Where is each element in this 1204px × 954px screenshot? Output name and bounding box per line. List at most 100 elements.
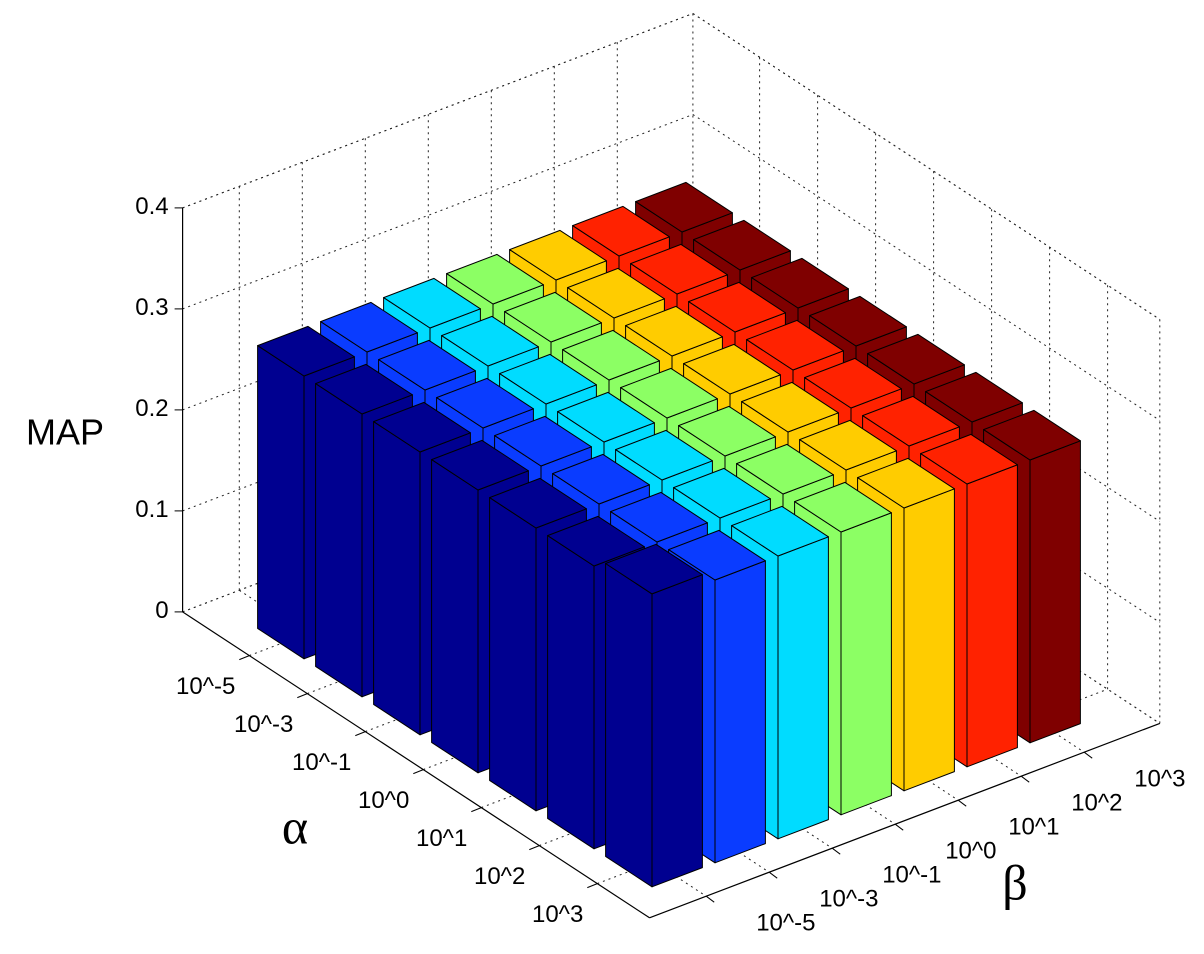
bar-top bbox=[751, 257, 849, 309]
bar-top bbox=[741, 381, 839, 433]
y-tick-label: 10^2 bbox=[1071, 790, 1122, 817]
bar-top bbox=[373, 401, 471, 453]
bar-top bbox=[509, 229, 607, 281]
y-tick bbox=[705, 895, 715, 903]
bar-top bbox=[867, 333, 965, 385]
bar-top bbox=[378, 339, 476, 391]
bar-face bbox=[431, 459, 479, 774]
bar-top bbox=[668, 529, 766, 581]
bar-top bbox=[804, 357, 902, 409]
bar-top bbox=[567, 267, 665, 319]
x-tick bbox=[239, 655, 250, 661]
x-tick-label: 10^-3 bbox=[234, 711, 293, 738]
grid-segment bbox=[182, 113, 1161, 421]
x-tick-label: 10^3 bbox=[532, 901, 583, 928]
bar-top bbox=[794, 481, 892, 533]
x-tick bbox=[587, 883, 598, 889]
y-tick bbox=[1020, 775, 1030, 783]
wall-edge bbox=[182, 13, 694, 209]
bar-face bbox=[315, 383, 363, 698]
bar-top bbox=[572, 205, 670, 257]
x-axis bbox=[182, 611, 650, 919]
z-tick-label: 0.2 bbox=[135, 395, 168, 422]
bar-top bbox=[635, 181, 733, 233]
z-grid-line bbox=[182, 12, 1161, 320]
x-tick-label: 10^1 bbox=[416, 825, 467, 852]
bar-face bbox=[714, 560, 766, 864]
y-tick bbox=[1083, 751, 1093, 759]
bar-top bbox=[983, 409, 1081, 461]
y-tick-label: 10^-3 bbox=[819, 886, 878, 913]
bar-top bbox=[499, 353, 597, 405]
bar-top bbox=[693, 219, 791, 271]
grid-segment bbox=[182, 12, 1161, 320]
bar-top bbox=[688, 281, 786, 333]
y-tick-label: 10^1 bbox=[1008, 814, 1059, 841]
bar-top bbox=[383, 277, 481, 329]
bar-top bbox=[809, 295, 907, 347]
y-tick-label: 10^0 bbox=[945, 838, 996, 865]
y-tick bbox=[831, 847, 841, 855]
bar-top bbox=[441, 315, 539, 367]
bar-top bbox=[552, 453, 650, 505]
bar-face bbox=[777, 536, 829, 840]
bar-top bbox=[746, 319, 844, 371]
bar-top bbox=[673, 467, 771, 519]
bar-top bbox=[857, 457, 955, 509]
bar-top bbox=[799, 419, 897, 471]
x-axis-label: α bbox=[282, 798, 308, 854]
bar-top bbox=[683, 343, 781, 395]
bar-face bbox=[489, 497, 537, 812]
y-tick bbox=[894, 823, 904, 831]
bar-top bbox=[678, 405, 776, 457]
bar-top bbox=[315, 363, 413, 415]
bar-face bbox=[903, 488, 955, 792]
x-tick bbox=[413, 769, 424, 775]
x-tick-label: 10^2 bbox=[474, 863, 525, 890]
y-tick bbox=[768, 871, 778, 879]
bar-top bbox=[605, 543, 703, 595]
bar-top bbox=[862, 395, 960, 447]
z-grid-line bbox=[182, 113, 1161, 421]
bar-top bbox=[620, 367, 718, 419]
bar-face bbox=[1029, 440, 1081, 744]
bar-top bbox=[494, 415, 592, 467]
bar-face bbox=[966, 464, 1018, 768]
z-axis-label: MAP bbox=[26, 412, 104, 453]
bar-face bbox=[651, 574, 703, 888]
bar-face bbox=[605, 563, 653, 888]
bar-top bbox=[925, 371, 1023, 423]
y-axis-label: β bbox=[1002, 854, 1027, 910]
y-axis bbox=[649, 722, 1161, 919]
y-tick-label: 10^-5 bbox=[756, 910, 815, 937]
bar-top bbox=[920, 433, 1018, 485]
bar-face bbox=[840, 512, 892, 816]
x-tick bbox=[471, 807, 482, 813]
x-tick bbox=[297, 693, 308, 699]
bar-face bbox=[547, 535, 595, 850]
y-tick-label: 10^3 bbox=[1134, 766, 1185, 793]
x-tick-label: 10^0 bbox=[358, 787, 409, 814]
bar-top bbox=[431, 439, 529, 491]
bar-top bbox=[489, 477, 587, 529]
bar-top bbox=[562, 329, 660, 381]
bar-top bbox=[610, 491, 708, 543]
bar-top bbox=[557, 391, 655, 443]
y-tick-label: 10^-1 bbox=[882, 862, 941, 889]
bar-top bbox=[436, 377, 534, 429]
bar-top bbox=[736, 443, 834, 495]
z-tick-label: 0 bbox=[155, 597, 168, 624]
bar-face bbox=[373, 421, 421, 736]
bar-top bbox=[257, 325, 355, 377]
x-tick-label: 10^-1 bbox=[292, 749, 351, 776]
bar-face bbox=[257, 345, 305, 660]
bar-top bbox=[615, 429, 713, 481]
bar-top bbox=[625, 305, 723, 357]
bar-top bbox=[630, 243, 728, 295]
bar-top bbox=[731, 505, 829, 557]
x-tick bbox=[529, 845, 540, 851]
y-tick bbox=[957, 799, 967, 807]
bar-top bbox=[320, 301, 418, 353]
bar-top bbox=[504, 291, 602, 343]
z-tick-label: 0.1 bbox=[135, 496, 168, 523]
